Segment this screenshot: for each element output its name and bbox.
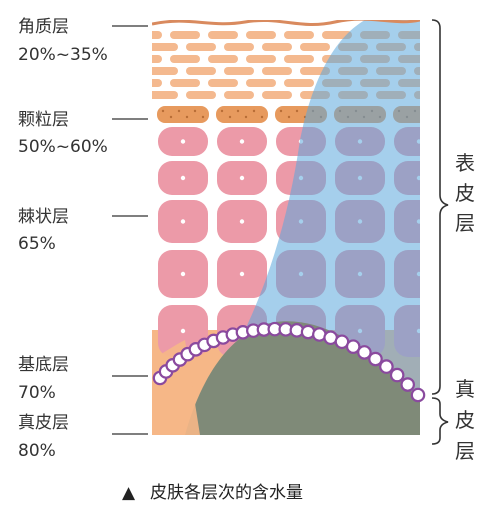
cell-nucleus: [180, 139, 186, 144]
granule-dot: [430, 110, 432, 112]
cell-nucleus: [180, 271, 186, 277]
granule-dot: [295, 109, 299, 113]
corneum-cell: [284, 79, 314, 87]
basal-cell: [357, 345, 372, 360]
corneum-cell: [170, 31, 200, 39]
granule-dot: [252, 109, 256, 113]
corneum-cell: [300, 43, 330, 51]
granule-dot: [185, 115, 189, 119]
corneum-cell: [284, 31, 314, 39]
dermis-char-1: 真: [455, 377, 475, 401]
cell-nucleus: [239, 219, 245, 224]
label-dermis: 真皮层: [18, 413, 69, 433]
granule-dot: [244, 115, 248, 119]
granular-cell: [216, 106, 268, 123]
value-basal: 70%: [18, 383, 56, 403]
cell-nucleus: [239, 139, 245, 144]
cell-nucleus: [239, 175, 245, 181]
basal-cell: [379, 359, 394, 374]
granule-dot: [236, 109, 240, 113]
epidermis-char-1: 表: [455, 151, 475, 175]
corneum-cell: [208, 55, 238, 63]
granule-dot: [201, 115, 205, 119]
granular-cell: [157, 106, 209, 123]
epidermis-char-2: 皮: [455, 181, 475, 205]
cell-nucleus: [180, 328, 186, 334]
granule-dot: [220, 109, 224, 113]
granule-dot: [169, 115, 173, 119]
corneum-cell: [246, 55, 276, 63]
dermis-char-3: 层: [455, 439, 475, 463]
basal-cell: [400, 377, 416, 392]
granule-dot: [422, 116, 424, 118]
granule-dot: [177, 109, 181, 113]
basal-cell: [368, 351, 383, 367]
granule-dot: [279, 109, 283, 113]
granule-dot: [228, 115, 232, 119]
dermis-bracket: [431, 397, 449, 445]
basal-cell: [345, 339, 361, 354]
corneum-cell: [152, 67, 178, 75]
corneum-cell: [186, 91, 216, 99]
corneum-cell: [284, 55, 314, 63]
label-granular: 颗粒层: [18, 110, 69, 130]
basal-cell: [389, 367, 405, 383]
corneum-cell: [224, 91, 254, 99]
corneum-cell: [224, 67, 254, 75]
basal-layer-ring: [152, 321, 426, 403]
corneum-cell: [186, 67, 216, 75]
caption-marker: ▲: [122, 483, 136, 503]
corneum-cell: [246, 31, 276, 39]
granule-dot: [260, 115, 264, 119]
label-basal: 基底层: [18, 355, 69, 375]
cell-nucleus: [180, 175, 186, 181]
granule-dot: [193, 109, 197, 113]
corneum-cell: [152, 55, 162, 63]
corneum-cell: [170, 55, 200, 63]
granule-dot: [161, 109, 165, 113]
basal-cell: [410, 387, 426, 403]
value-spinous: 65%: [18, 234, 56, 254]
corneum-cell: [262, 91, 292, 99]
epidermis-bracket: [431, 19, 449, 395]
corneum-cell: [262, 43, 292, 51]
corneum-cell: [152, 79, 162, 87]
cell-nucleus: [180, 219, 186, 224]
dermis-char-2: 皮: [455, 408, 475, 432]
granule-dot: [287, 115, 291, 119]
epidermis-char-3: 层: [455, 211, 475, 235]
corneum-cell: [224, 43, 254, 51]
cell-nucleus: [239, 271, 245, 277]
value-stratum-corneum: 20%~35%: [18, 45, 108, 65]
label-stratum-corneum: 角质层: [18, 17, 69, 37]
corneum-cell: [208, 31, 238, 39]
value-granular: 50%~60%: [18, 137, 108, 157]
corneum-cell: [152, 43, 178, 51]
corneum-cell: [152, 31, 162, 39]
corneum-cell: [152, 91, 178, 99]
corneum-cell: [246, 79, 276, 87]
corneum-cell: [186, 43, 216, 51]
value-dermis: 80%: [18, 441, 56, 461]
corneum-cell: [170, 79, 200, 87]
label-spinous: 棘状层: [18, 207, 69, 227]
corneum-cell: [208, 79, 238, 87]
caption-text: 皮肤各层次的含水量: [150, 483, 303, 503]
skin-surface-line: [152, 20, 420, 26]
corneum-cell: [262, 67, 292, 75]
